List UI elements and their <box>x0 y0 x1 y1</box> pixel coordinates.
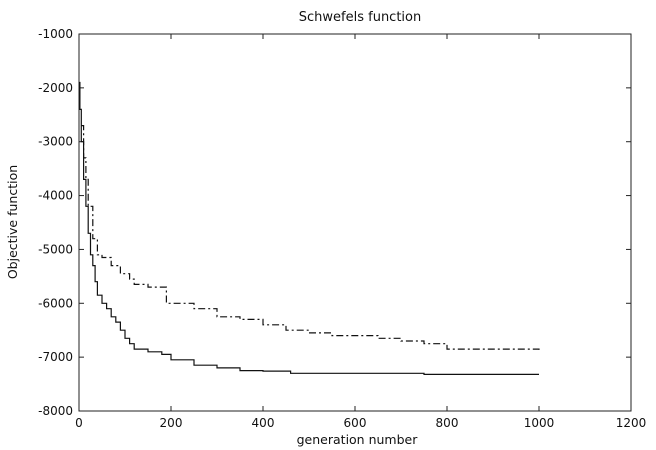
x-tick-label: 400 <box>252 416 275 430</box>
chart-title: Schwefels function <box>299 10 421 25</box>
x-tick-label: 800 <box>436 416 459 430</box>
y-axis-title: Objective function <box>5 165 20 279</box>
y-tick-label: -7000 <box>38 350 73 364</box>
y-axis: -8000 -7000 -6000 -5000 -4000 -3000 -2000 -1000 <box>38 27 631 418</box>
x-tick-label: 1200 <box>616 416 647 430</box>
x-tick-label: 200 <box>160 416 183 430</box>
x-tick-label: 600 <box>344 416 367 430</box>
y-tick-label: -6000 <box>38 296 73 310</box>
x-axis-title: generation number <box>297 432 419 447</box>
x-tick-label: 0 <box>75 416 83 430</box>
series-line-dashdot <box>81 125 540 351</box>
y-tick-label: -3000 <box>38 135 73 149</box>
y-tick-label: -2000 <box>38 81 73 95</box>
series-line-solid <box>79 81 539 375</box>
series-layer <box>79 81 540 375</box>
y-tick-label: -1000 <box>38 27 73 41</box>
y-tick-label: -8000 <box>38 404 73 418</box>
y-tick-label: -4000 <box>38 189 73 203</box>
x-axis: 0 200 400 600 800 1000 1200 <box>75 34 646 430</box>
x-tick-label: 1000 <box>524 416 555 430</box>
y-tick-label: -5000 <box>38 242 73 256</box>
